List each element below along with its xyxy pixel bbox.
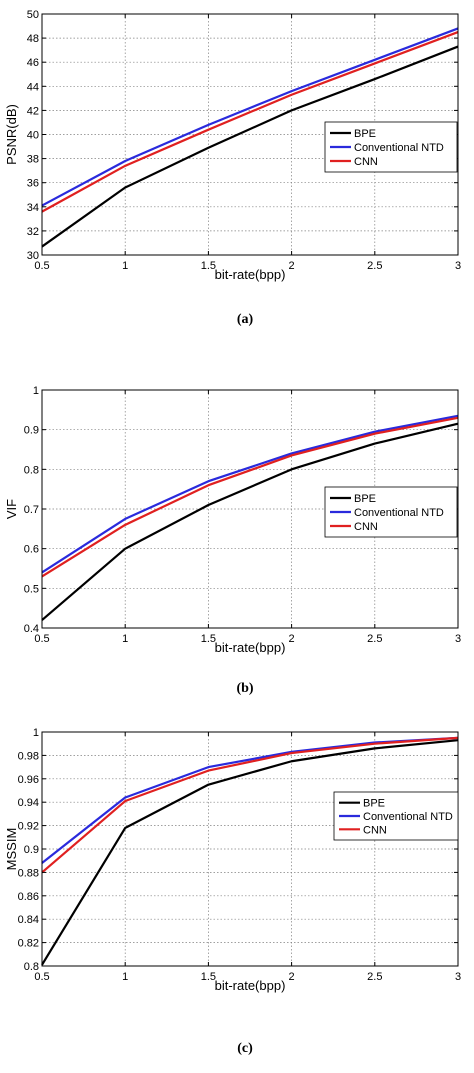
x-tick-label: 0.5 — [34, 971, 49, 983]
x-tick-label: 0.5 — [34, 260, 49, 272]
y-tick-label: 0.96 — [18, 774, 39, 786]
y-tick-label: 40 — [27, 130, 39, 142]
y-tick-label: 0.82 — [18, 938, 39, 950]
series-line-bpe — [41, 45, 459, 248]
series-line-cnn — [41, 416, 459, 578]
series-line-conventional-ntd — [41, 414, 459, 574]
series-line-bpe — [41, 739, 459, 966]
y-tick-label: 0.7 — [24, 504, 39, 516]
y-tick-label: 0.4 — [24, 623, 39, 635]
y-axis-label: PSNR(dB) — [4, 104, 19, 165]
y-tick-label: 38 — [27, 154, 39, 166]
series-line-bpe — [41, 422, 459, 621]
y-axis-label: MSSIM — [4, 828, 19, 871]
x-tick-label: 1.5 — [201, 633, 216, 645]
legend-label: BPE — [363, 798, 385, 810]
y-tick-label: 0.8 — [24, 464, 39, 476]
y-tick-label: 0.9 — [24, 425, 39, 437]
x-tick-label: 1.5 — [201, 971, 216, 983]
x-tick-label: 2 — [289, 633, 295, 645]
legend-label: CNN — [354, 521, 378, 533]
legend-label: BPE — [354, 128, 376, 140]
y-tick-label: 46 — [27, 57, 39, 69]
y-tick-label: 42 — [27, 105, 39, 117]
y-tick-label: 0.84 — [18, 914, 39, 926]
legend-label: BPE — [354, 493, 376, 505]
y-tick-label: 50 — [27, 9, 39, 21]
legend-label: Conventional NTD — [363, 811, 453, 823]
x-tick-label: 1.5 — [201, 260, 216, 272]
legend-label: Conventional NTD — [354, 507, 444, 519]
figure-caption: (c) — [237, 1041, 253, 1056]
legend-label: Conventional NTD — [354, 142, 444, 154]
x-tick-label: 2.5 — [367, 971, 382, 983]
y-tick-label: 44 — [27, 81, 39, 93]
x-tick-label: 1 — [122, 971, 128, 983]
x-tick-label: 2.5 — [367, 260, 382, 272]
x-tick-label: 2.5 — [367, 633, 382, 645]
x-tick-label: 3 — [455, 260, 461, 272]
x-tick-label: 2 — [289, 971, 295, 983]
y-tick-label: 1 — [33, 385, 39, 397]
series-line-cnn — [41, 31, 459, 213]
y-tick-label: 0.92 — [18, 821, 39, 833]
y-tick-label: 0.5 — [24, 583, 39, 595]
y-tick-label: 0.98 — [18, 750, 39, 762]
chart-2: 0.5 1 1.5 2 2.5 30.40.50.60.70.80.91bit-rate(… — [4, 385, 461, 696]
figure-caption: (a) — [237, 312, 254, 327]
y-tick-label: 30 — [27, 250, 39, 262]
figure-caption: (b) — [236, 681, 253, 696]
x-axis-label: bit-rate(bpp) — [215, 267, 286, 282]
x-tick-label: 0.5 — [34, 633, 49, 645]
x-tick-label: 2 — [289, 260, 295, 272]
y-tick-label: 0.8 — [24, 961, 39, 973]
chart-3: 0.5 1 1.5 2 2.5 3 0.8 0.82 0.84 0.86 0.88 0.9 0.92 0.… — [4, 727, 461, 1056]
series-line-conventional-ntd — [41, 27, 459, 207]
legend: BPE Conventional NTD CNN — [324, 121, 458, 173]
x-tick-label: 3 — [455, 633, 461, 645]
x-tick-label: 1 — [122, 260, 128, 272]
y-tick-label: 1 — [33, 727, 39, 739]
chart-1: 0.5 1 1.5 2 2.5 3 30 32 34 36 38 40 42 44 46 48 50 bit-ra… — [4, 9, 461, 327]
y-tick-label: 0.86 — [18, 891, 39, 903]
y-tick-label: 34 — [27, 202, 39, 214]
legend: BPE Conventional NTD CNN — [324, 486, 458, 538]
x-axis-label: bit-rate(bpp) — [215, 978, 286, 993]
y-tick-label: 48 — [27, 33, 39, 45]
y-tick-label: 0.94 — [18, 797, 39, 809]
x-axis-label: bit-rate(bpp) — [215, 640, 286, 655]
series-line-cnn — [41, 736, 459, 874]
y-tick-label: 0.88 — [18, 867, 39, 879]
y-tick-label: 0.6 — [24, 544, 39, 556]
legend-label: CNN — [354, 156, 378, 168]
legend-label: CNN — [363, 824, 387, 836]
y-tick-label: 36 — [27, 178, 39, 190]
y-tick-label: 32 — [27, 226, 39, 238]
x-tick-label: 3 — [455, 971, 461, 983]
y-axis-label: VIF — [4, 499, 19, 519]
x-tick-label: 1 — [122, 633, 128, 645]
y-tick-label: 0.9 — [24, 844, 39, 856]
